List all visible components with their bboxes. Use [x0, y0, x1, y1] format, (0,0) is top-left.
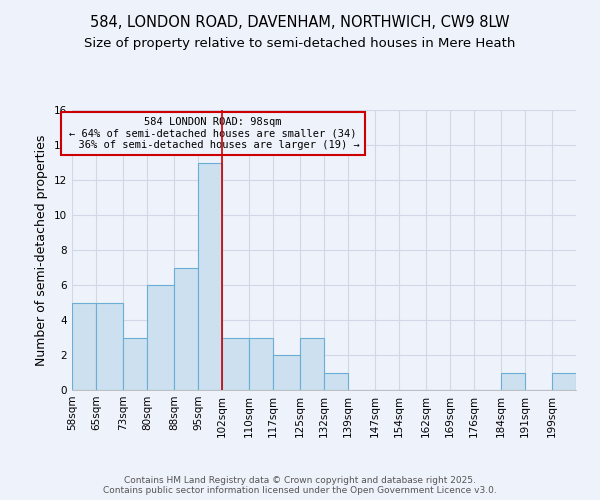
Bar	[552, 372, 576, 390]
Text: 584 LONDON ROAD: 98sqm
← 64% of semi-detached houses are smaller (34)
  36% of s: 584 LONDON ROAD: 98sqm ← 64% of semi-det…	[66, 117, 360, 150]
Text: 584, LONDON ROAD, DAVENHAM, NORTHWICH, CW9 8LW: 584, LONDON ROAD, DAVENHAM, NORTHWICH, C…	[90, 15, 510, 30]
Bar	[174, 268, 198, 390]
Bar	[72, 302, 96, 390]
Bar	[222, 338, 249, 390]
Bar	[123, 338, 147, 390]
Text: Size of property relative to semi-detached houses in Mere Heath: Size of property relative to semi-detach…	[85, 38, 515, 51]
Bar	[249, 338, 273, 390]
Bar	[198, 162, 222, 390]
Bar	[300, 338, 324, 390]
Bar	[324, 372, 348, 390]
Y-axis label: Number of semi-detached properties: Number of semi-detached properties	[35, 134, 49, 366]
Bar	[147, 285, 174, 390]
Bar	[96, 302, 123, 390]
Text: Contains HM Land Registry data © Crown copyright and database right 2025.
Contai: Contains HM Land Registry data © Crown c…	[103, 476, 497, 495]
Bar	[273, 355, 300, 390]
Bar	[501, 372, 525, 390]
